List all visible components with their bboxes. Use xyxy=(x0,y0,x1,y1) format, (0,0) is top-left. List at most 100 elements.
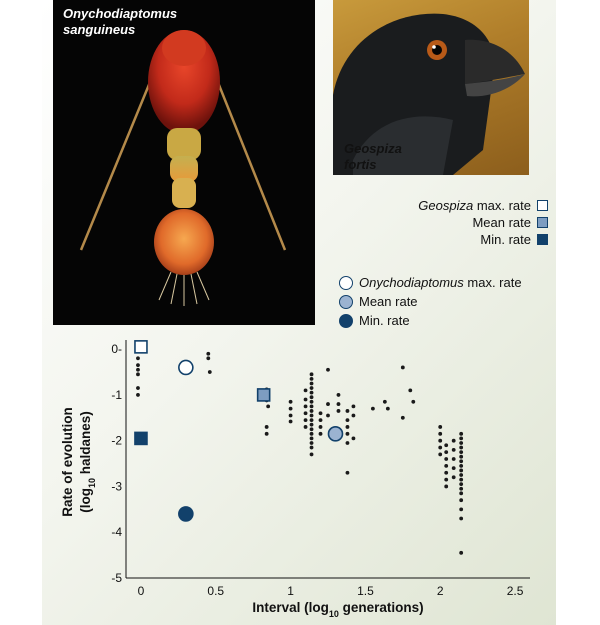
data-point xyxy=(451,457,456,461)
data-point xyxy=(385,406,390,411)
data-point xyxy=(459,431,464,436)
data-point xyxy=(136,367,140,372)
legend-geospiza-min: Min. rate xyxy=(480,232,548,247)
y-axis-title: Rate of evolution (log10 haldanes) xyxy=(60,407,97,517)
data-point xyxy=(309,377,314,381)
data-point xyxy=(309,452,314,457)
data-point xyxy=(459,482,464,487)
data-point xyxy=(309,418,314,422)
data-point xyxy=(206,356,211,361)
data-point xyxy=(264,431,269,436)
data-point xyxy=(444,463,449,468)
data-point xyxy=(459,459,464,464)
data-point xyxy=(444,457,449,461)
data-point xyxy=(288,419,293,424)
legend-geospiza-min-label: Min. rate xyxy=(480,232,531,247)
y-tick-label: 0- xyxy=(111,342,122,356)
data-point xyxy=(345,441,350,445)
data-point xyxy=(303,418,308,422)
data-point xyxy=(309,441,314,445)
data-point xyxy=(382,399,387,404)
y-tick-label: -2 xyxy=(111,434,122,448)
data-point xyxy=(309,372,314,377)
data-point xyxy=(459,498,464,503)
data-point xyxy=(459,454,464,459)
highlight-circle-marker xyxy=(178,506,194,522)
y-tick-label: -4 xyxy=(111,525,122,539)
data-point xyxy=(345,425,350,429)
data-point xyxy=(309,409,314,413)
y-axis-title-line2: (log10 haldanes) xyxy=(78,411,97,513)
data-point xyxy=(459,516,464,521)
data-point xyxy=(136,386,140,390)
data-point xyxy=(309,427,314,432)
data-point xyxy=(136,363,140,368)
legend-geospiza-min-swatch xyxy=(537,234,548,245)
data-point xyxy=(408,388,413,393)
data-point xyxy=(345,431,350,436)
data-point xyxy=(351,404,356,409)
data-point xyxy=(451,466,456,471)
data-point xyxy=(345,418,350,422)
y-tick-label: -3 xyxy=(111,479,122,493)
data-point xyxy=(309,422,314,427)
legend-onychodiaptomus-max-label: max. rate xyxy=(463,275,522,290)
legend-onychodiaptomus-max: Onychodiaptomus max. rate xyxy=(339,275,528,290)
copepod-caption-species: sanguineus xyxy=(63,22,136,37)
highlight-square-marker xyxy=(134,431,148,446)
data-point xyxy=(438,431,443,436)
data-point xyxy=(309,395,314,400)
finch-caption-genus: Geospiza xyxy=(344,141,402,156)
data-point xyxy=(309,399,314,404)
data-point xyxy=(444,443,449,448)
data-point xyxy=(345,409,350,413)
finch-illustration xyxy=(333,13,525,175)
highlight-square-marker xyxy=(134,340,148,354)
data-point xyxy=(459,477,464,482)
data-point xyxy=(438,452,443,457)
copepod-photo: Onychodiaptomus sanguineus xyxy=(53,0,315,325)
y-axis-title-line1: Rate of evolution xyxy=(60,407,75,517)
data-point xyxy=(309,431,314,436)
legend-onychodiaptomus-max-genus: Onychodiaptomus xyxy=(359,275,464,290)
chart-ticks: 0 0.5 1 1.5 2 2.5 0- -1 -2 -3 -4 -5 xyxy=(111,342,523,598)
legend-geospiza-mean-label: Mean rate xyxy=(472,215,531,230)
finch-caption: Geospiza fortis xyxy=(344,141,402,173)
legend-geospiza-max-label: max. rate xyxy=(473,198,531,213)
data-point xyxy=(288,399,293,404)
data-point xyxy=(303,397,308,402)
legend-onychodiaptomus-min-label: Min. rate xyxy=(359,313,410,328)
data-point xyxy=(303,411,308,416)
x-tick-label: 2.5 xyxy=(507,584,524,598)
data-point xyxy=(206,351,211,356)
data-point xyxy=(326,402,330,406)
highlight-square-marker xyxy=(256,388,271,402)
data-point xyxy=(309,445,314,450)
chart-highlight-markers xyxy=(134,340,344,522)
highlight-circle-marker xyxy=(327,426,344,442)
data-point xyxy=(309,390,314,395)
data-point xyxy=(370,406,375,411)
data-point xyxy=(318,431,323,436)
data-point xyxy=(438,425,443,429)
x-tick-label: 1 xyxy=(287,584,294,598)
data-point xyxy=(336,409,341,413)
legend-geospiza-max-genus: Geospiza xyxy=(418,198,474,213)
legend-onychodiaptomus-max-swatch xyxy=(339,275,353,290)
legend-onychodiaptomus-mean-swatch xyxy=(339,294,353,309)
data-point xyxy=(438,438,443,443)
data-point xyxy=(309,381,314,386)
data-point xyxy=(318,418,323,422)
data-point xyxy=(459,436,464,441)
legend-geospiza-mean-swatch xyxy=(537,217,548,228)
data-point xyxy=(444,477,449,482)
y-tick-label: -1 xyxy=(111,388,122,402)
data-point xyxy=(264,425,269,429)
x-tick-label: 1.5 xyxy=(357,584,374,598)
data-point xyxy=(459,468,464,473)
data-point xyxy=(318,411,323,416)
chart-axes xyxy=(125,340,530,579)
data-point xyxy=(438,445,443,450)
data-point xyxy=(318,425,323,429)
